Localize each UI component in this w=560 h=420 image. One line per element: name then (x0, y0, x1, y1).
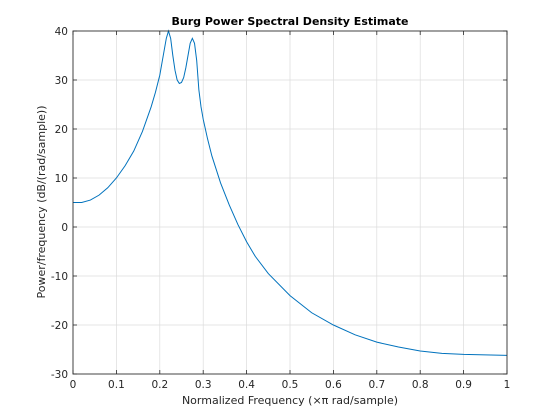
y-tick-label: 0 (61, 222, 68, 234)
y-tick-label: -10 (51, 271, 68, 283)
x-tick-label: 0 (70, 379, 77, 391)
x-axis-label: Normalized Frequency (×π rad/sample) (182, 394, 398, 407)
x-tick-label: 1 (504, 379, 511, 391)
x-tick-label: 0.8 (412, 379, 429, 391)
x-tick-label: 0.6 (325, 379, 342, 391)
y-tick-label: -20 (51, 320, 68, 332)
chart-title: Burg Power Spectral Density Estimate (171, 15, 408, 28)
y-tick-label: -30 (51, 369, 68, 381)
y-tick-label: 40 (55, 26, 68, 38)
series-group (73, 29, 508, 356)
y-tick-label: 20 (55, 124, 68, 136)
axes-frame (72, 30, 508, 375)
x-tick-label: 0.2 (151, 379, 168, 391)
x-tick-label: 0.5 (282, 379, 299, 391)
ticks: 0 0.1 0.2 0.3 0.4 0.5 0.6 0.7 0.8 0.9 1 -30 -20 -10 0 1… (51, 26, 511, 391)
psd-line (73, 29, 508, 356)
x-tick-label: 0.3 (195, 379, 212, 391)
x-tick-label: 0.1 (108, 379, 125, 391)
y-axis-label: Power/frequency (dB/(rad/sample)) (35, 106, 48, 299)
y-tick-label: 30 (55, 75, 68, 87)
y-tick-label: 10 (55, 173, 68, 185)
x-tick-label: 0.4 (238, 379, 255, 391)
x-tick-label: 0.9 (455, 379, 472, 391)
x-tick-label: 0.7 (368, 379, 385, 391)
